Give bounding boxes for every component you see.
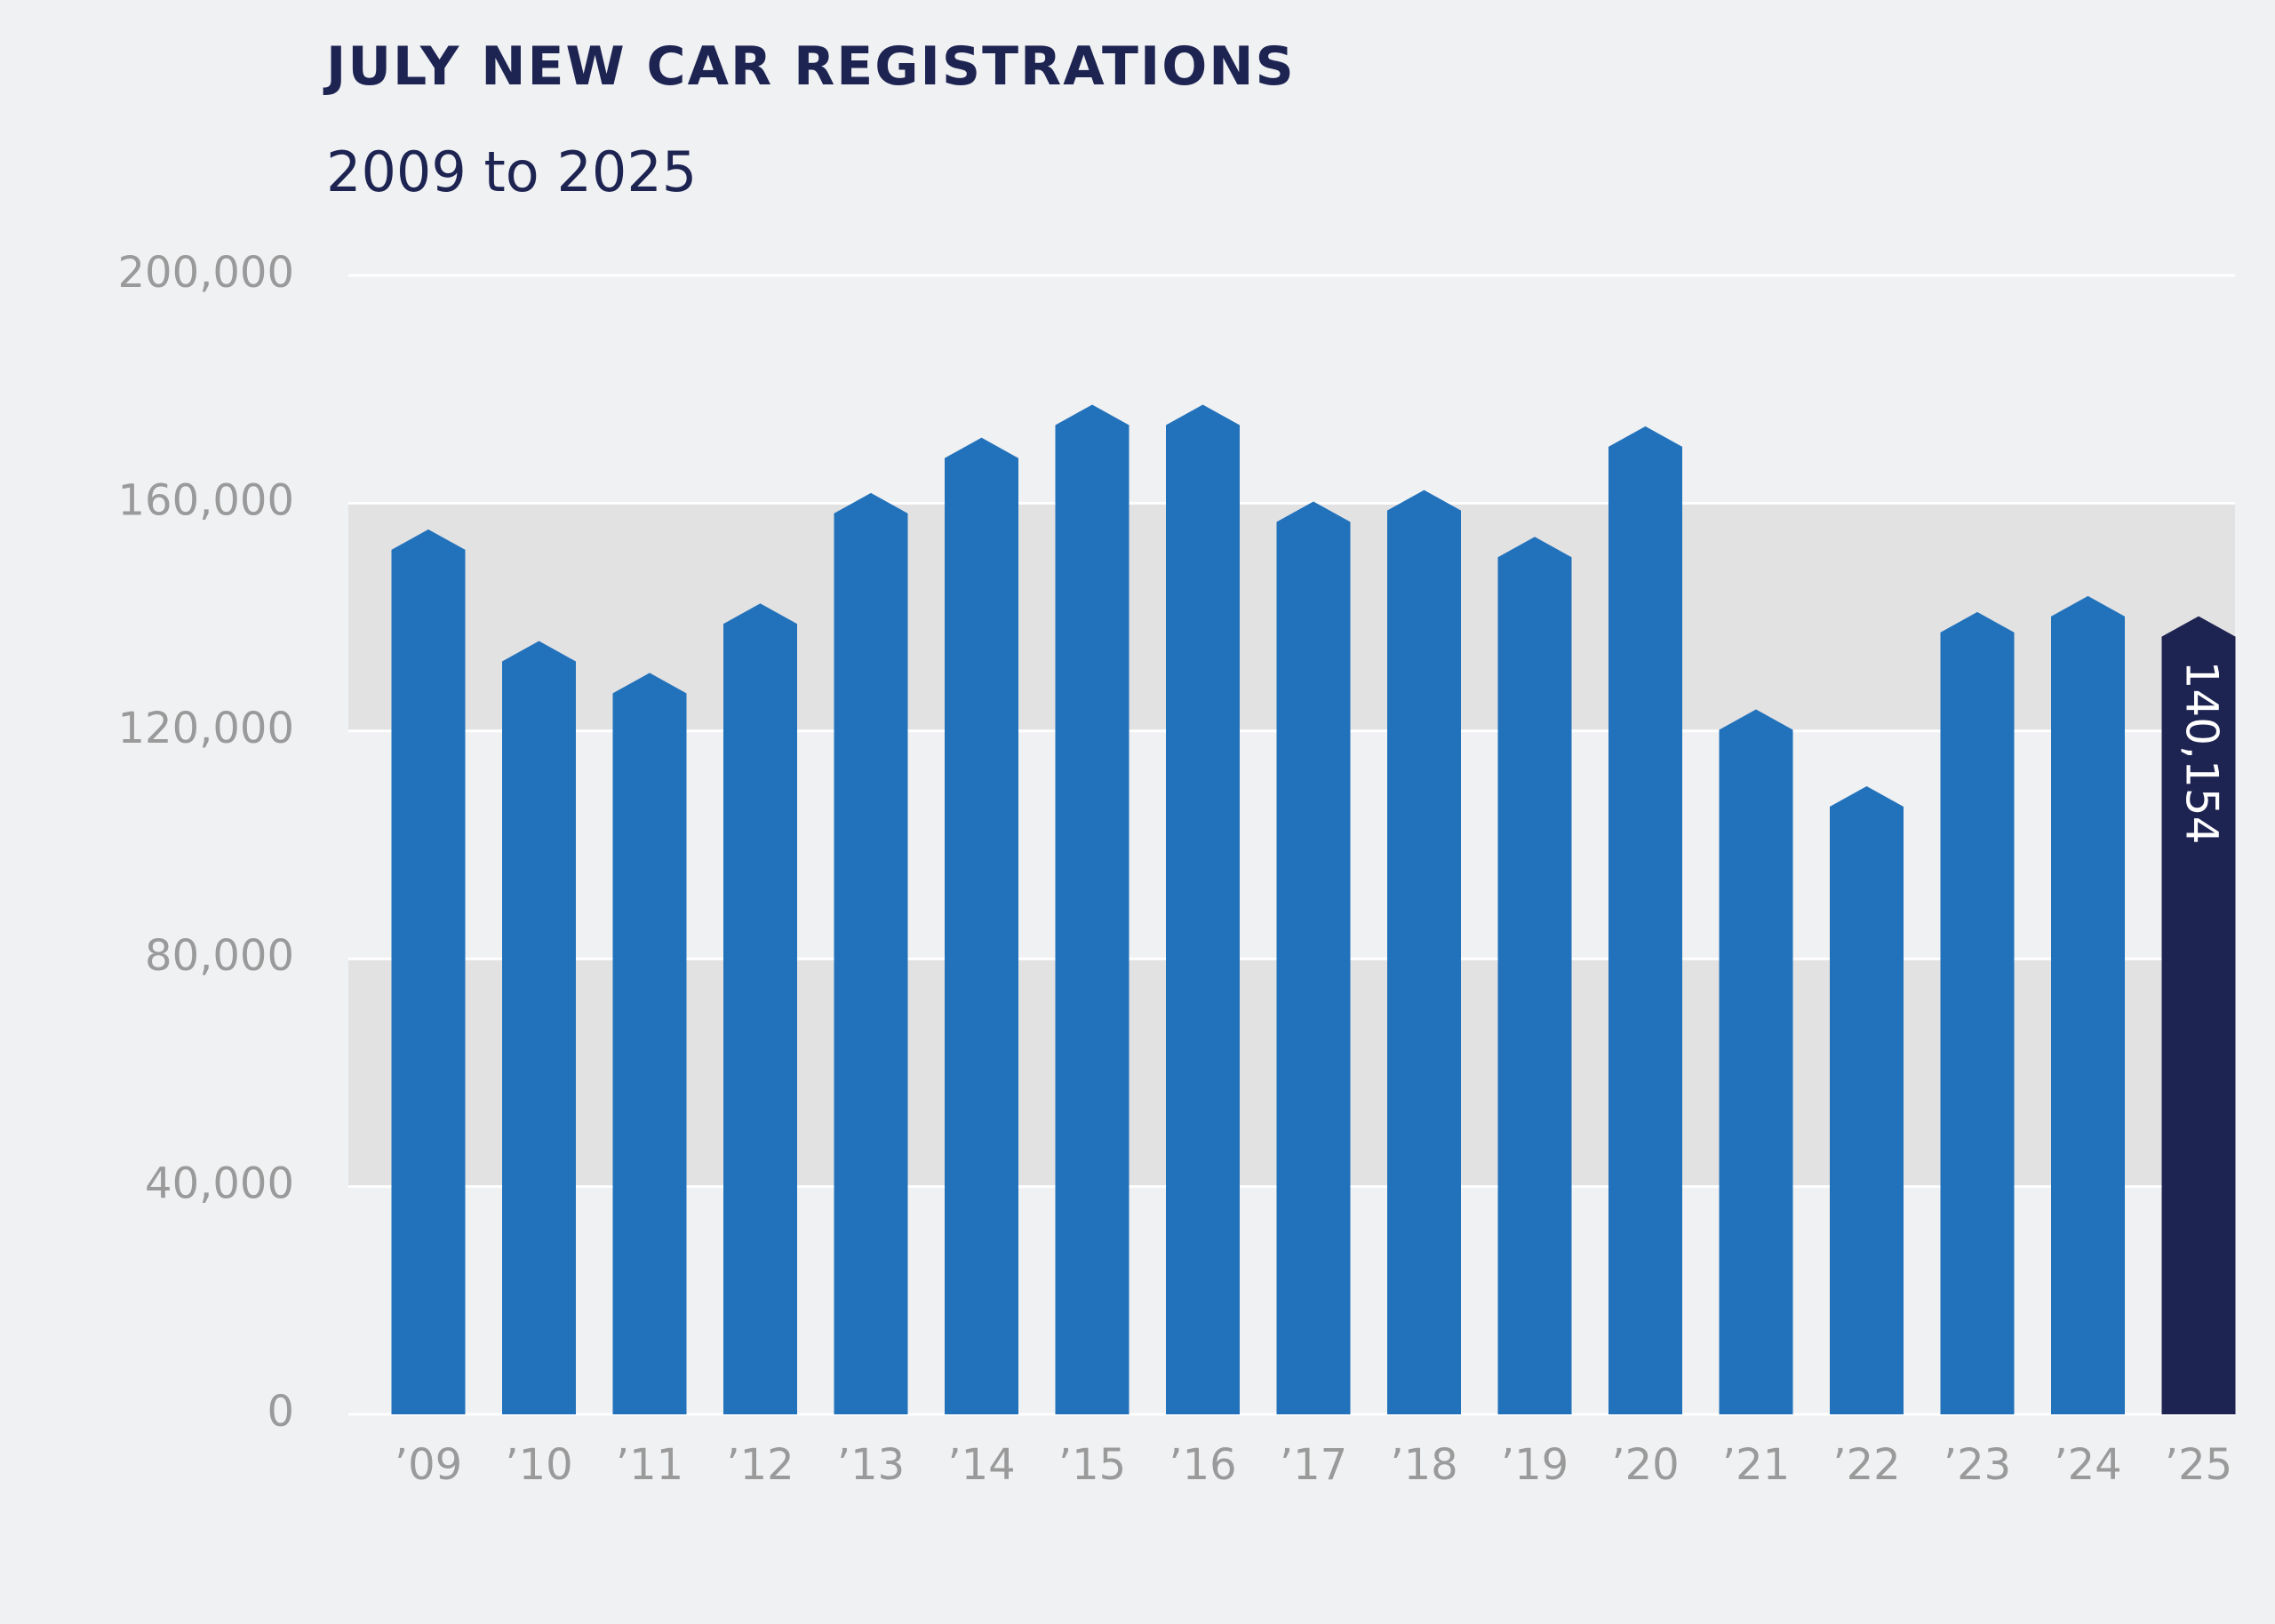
bar (1497, 537, 1572, 1414)
bar (1940, 611, 2015, 1414)
x-tick-label: ’21 (1722, 1440, 1790, 1490)
bar (2051, 595, 2125, 1414)
x-tick-label: ’11 (616, 1440, 683, 1490)
x-tick-label: ’13 (837, 1440, 905, 1490)
x-tick-label: ’20 (1611, 1440, 1679, 1490)
x-tick-label: ’24 (2054, 1440, 2121, 1490)
bar (945, 437, 1018, 1414)
y-tick-label: 80,000 (145, 931, 294, 981)
bar (612, 673, 687, 1414)
bar (1387, 490, 1461, 1414)
x-tick-label: ’09 (395, 1440, 462, 1490)
x-tick-label: ’23 (1944, 1440, 2011, 1490)
bar (1055, 404, 1130, 1415)
x-tick-label: ’12 (726, 1440, 794, 1490)
x-tick-label: ’10 (505, 1440, 572, 1490)
bar (2161, 616, 2236, 1414)
y-tick-label: 120,000 (118, 704, 295, 753)
x-tick-label: ’16 (1169, 1440, 1236, 1490)
y-tick-label: 0 (267, 1387, 294, 1437)
x-tick-label: ’17 (1280, 1440, 1347, 1490)
bar (502, 641, 576, 1414)
x-tick-label: ’15 (1058, 1440, 1126, 1490)
y-tick-label: 40,000 (145, 1159, 294, 1209)
x-tick-label: ’19 (1501, 1440, 1569, 1490)
value-label: 140,154 (2176, 661, 2228, 845)
bar (1719, 709, 1793, 1414)
x-tick-label: ’25 (2165, 1440, 2232, 1490)
chart-subtitle: 2009 to 2025 (326, 139, 697, 204)
x-tick-label: ’14 (947, 1440, 1015, 1490)
bar (391, 529, 466, 1414)
bar (1276, 501, 1351, 1414)
bar (1608, 426, 1682, 1414)
y-tick-label: 200,000 (118, 248, 295, 298)
chart-title: JULY NEW CAR REGISTRATIONS (323, 36, 1296, 98)
x-tick-label: ’18 (1390, 1440, 1457, 1490)
bar (1166, 404, 1240, 1415)
bar (723, 603, 797, 1414)
x-tick-label: ’22 (1832, 1440, 1900, 1490)
bar (834, 492, 908, 1414)
bar (1830, 785, 1904, 1414)
y-tick-label: 160,000 (118, 475, 295, 525)
